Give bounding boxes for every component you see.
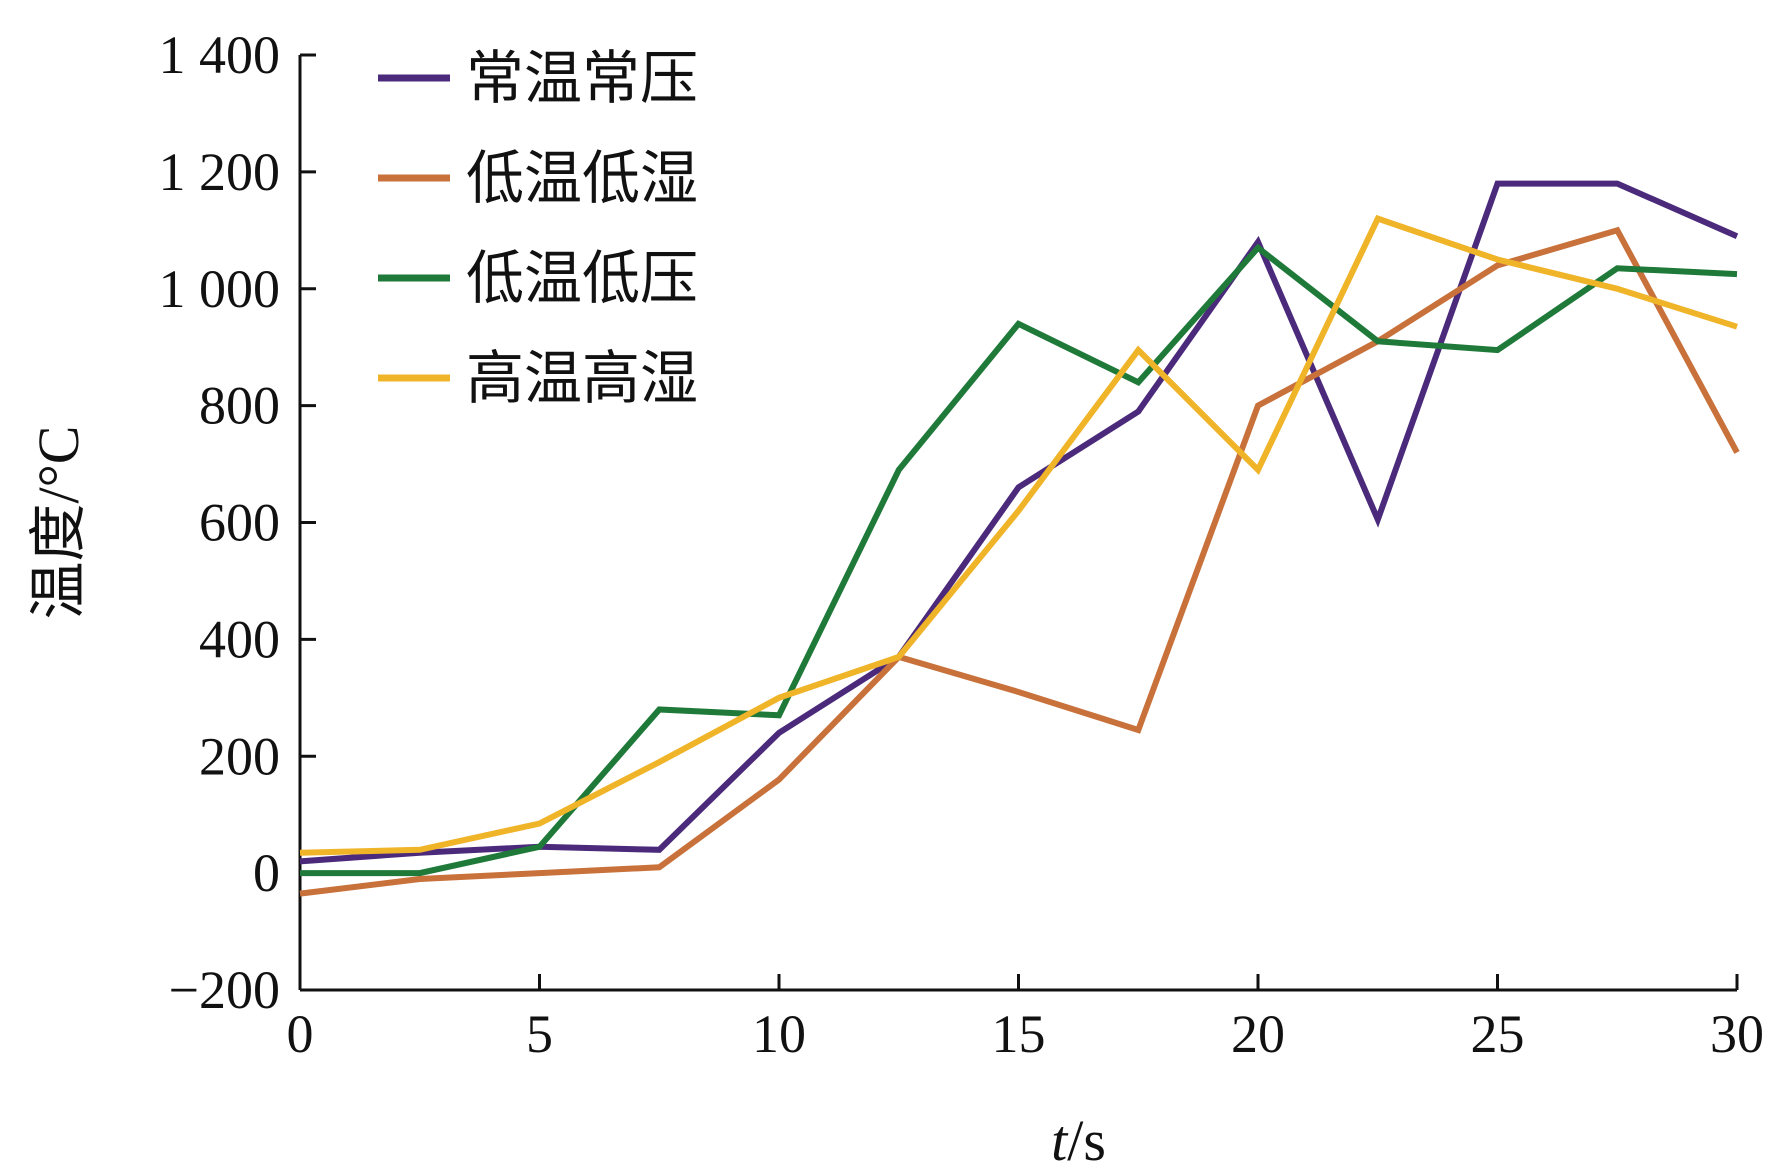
x-tick-label: 25 xyxy=(1471,1004,1525,1064)
series-line-3 xyxy=(300,243,1738,877)
y-tick-label: 1 400 xyxy=(159,25,281,85)
x-tick-label: 0 xyxy=(287,1004,314,1064)
y-tick-label: 1 000 xyxy=(159,259,281,319)
x-tick-label: 30 xyxy=(1710,1004,1764,1064)
legend-label: 低温低压 xyxy=(466,244,698,312)
x-tick-label: 15 xyxy=(992,1004,1046,1064)
y-tick-label: 0 xyxy=(253,843,280,903)
y-tick-label: 400 xyxy=(199,609,280,669)
series-line-2 xyxy=(299,226,1740,897)
y-axis-title: 温度/°C xyxy=(26,426,91,620)
y-tick-label: 1 200 xyxy=(159,142,281,202)
y-tick-label: −200 xyxy=(169,960,280,1020)
x-axis-title: t/s xyxy=(1051,1108,1106,1173)
series-lines xyxy=(299,180,1740,897)
legend-label: 低温低湿 xyxy=(466,144,698,212)
y-tick-label: 200 xyxy=(199,726,280,786)
legend-label: 常温常压 xyxy=(466,44,698,112)
series-line-4 xyxy=(299,214,1738,856)
legend-label: 高温高湿 xyxy=(466,344,698,412)
x-tick-label: 20 xyxy=(1231,1004,1285,1064)
x-tick-label: 5 xyxy=(526,1004,553,1064)
y-tick-label: 800 xyxy=(199,376,280,436)
y-tick-label: 600 xyxy=(199,493,280,553)
x-tick-label: 10 xyxy=(752,1004,806,1064)
